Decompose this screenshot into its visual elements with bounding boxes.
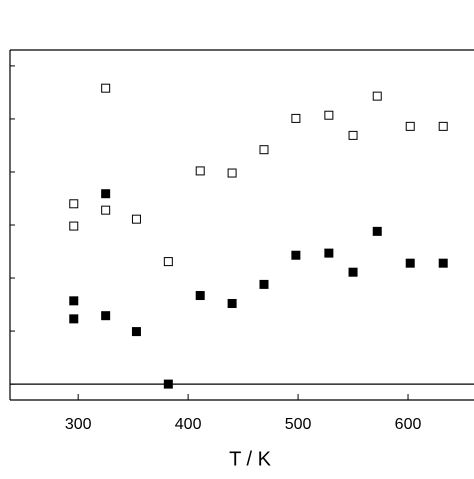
filled-square-marker <box>163 379 173 389</box>
filled-square-marker <box>131 327 141 337</box>
filled-square-marker <box>324 248 334 258</box>
filled-square-marker <box>227 298 237 308</box>
open-square-marker <box>324 110 334 120</box>
filled-square-marker <box>348 267 358 277</box>
open-square-marker <box>372 91 382 101</box>
filled-square-marker <box>195 291 205 301</box>
filled-square-marker <box>405 258 415 268</box>
x-tick-label: 300 <box>65 416 92 433</box>
open-square-marker <box>131 214 141 224</box>
open-square-marker <box>69 221 79 231</box>
x-axis-label: T / K <box>229 448 272 470</box>
filled-square-marker <box>259 279 269 289</box>
open-square-marker <box>259 145 269 155</box>
open-square-marker <box>195 166 205 176</box>
filled-square-marker <box>291 250 301 260</box>
x-tick-label: 600 <box>395 416 422 433</box>
filled-square-marker <box>438 258 448 268</box>
open-square-marker <box>405 121 415 131</box>
filled-square-marker <box>69 314 79 324</box>
filled-square-marker <box>372 226 382 236</box>
open-square-marker <box>101 83 111 93</box>
open-square-marker <box>438 121 448 131</box>
open-square-marker <box>101 205 111 215</box>
x-tick-label: 400 <box>175 416 202 433</box>
filled-square-marker <box>69 296 79 306</box>
open-square-marker <box>291 113 301 123</box>
filled-square-marker <box>101 189 111 199</box>
open-square-marker <box>348 130 358 140</box>
open-square-marker <box>69 199 79 209</box>
open-square-marker <box>163 257 173 267</box>
filled-square-marker <box>101 311 111 321</box>
x-tick-label: 500 <box>285 416 312 433</box>
open-square-marker <box>227 168 237 178</box>
